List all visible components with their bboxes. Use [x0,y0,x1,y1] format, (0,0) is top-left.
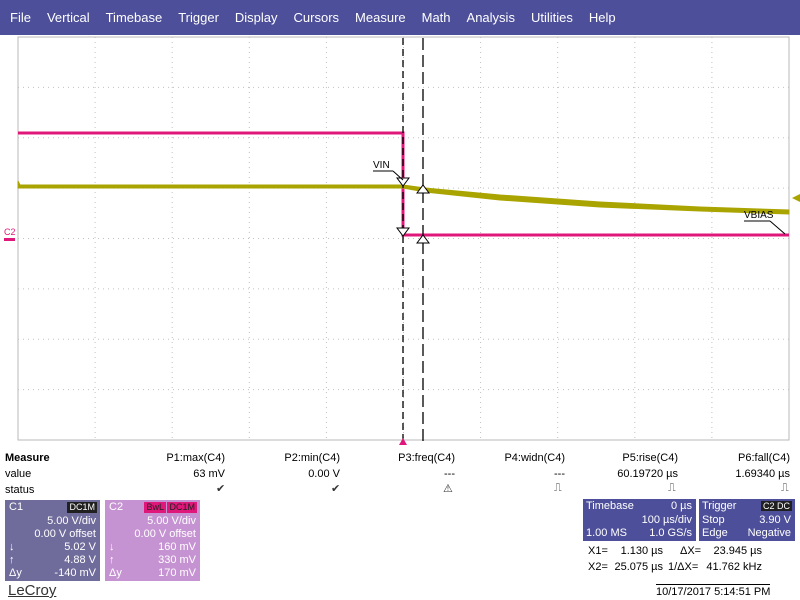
timebase-rate: 1.0 GS/s [649,527,692,539]
menu-math[interactable]: Math [421,10,451,25]
menu-utilities[interactable]: Utilities [530,10,573,25]
vin-leader-diag [392,170,404,181]
p2-value: 0.00 V [308,468,340,480]
waveform-display[interactable]: C2 VIN VBIAS [0,35,800,445]
menu-cursors[interactable]: Cursors [293,10,340,25]
timebase-descriptor[interactable]: Timebase 0 µs 100 µs/div 1.00 MS 1.0 GS/… [583,499,696,541]
check-icon: ✔ [331,483,341,495]
p5-value: 60.19720 µs [617,468,678,480]
down-arrow-icon: ↓ [9,541,15,553]
menu-analysis[interactable]: Analysis [466,10,515,25]
channel2-descriptor[interactable]: C2 BwL DC1M 5.00 V/div 0.00 V offset ↓ 1… [105,500,200,581]
c1-offset-marker [792,194,800,202]
check-icon: ✔ [216,483,226,495]
p4-value: --- [554,468,565,480]
pulse-icon: ⎍ [781,482,789,494]
warning-icon: ⚠ [443,483,453,495]
trigger-type: Edge [702,527,728,539]
cursor-x2-label: X2= [588,561,608,573]
p2-name[interactable]: P2:min(C4) [284,452,340,464]
measure-status-label: status [5,484,35,496]
channel1-trace [17,180,790,215]
c1-coupling-tag: DC1M [67,502,97,513]
menu-trigger[interactable]: Trigger [178,10,219,25]
p3-name[interactable]: P3:freq(C4) [398,452,455,464]
c1-label: C1 [9,501,24,513]
cursor-dx-value: 23.945 µs [713,545,762,557]
c2-bwl-tag: BwL [144,502,166,513]
c2-down-value: 160 mV [158,541,196,553]
c2-up-value: 330 mV [158,554,196,566]
trigger-slope: Negative [747,527,791,539]
c2-ground-marker: C2 [4,227,16,237]
timebase-samples: 1.00 MS [586,527,627,539]
c2-vdiv: 5.00 V/div [147,515,196,527]
cursor-inv-dx-value: 41.762 kHz [706,561,762,573]
c2-dy-label: Δy [109,567,122,579]
p4-name[interactable]: P4:widn(C4) [504,452,565,464]
p1-value: 63 mV [193,468,225,480]
c2-label: C2 [109,501,124,513]
vin-label: VIN [373,160,390,171]
menu-timebase[interactable]: Timebase [105,10,163,25]
cursor-x1-label: X1= [588,545,608,557]
cursor-x2-value: 25.075 µs [614,561,663,573]
timebase-div: 100 µs/div [641,514,692,526]
p5-name[interactable]: P5:rise(C4) [622,452,678,464]
trigger-source-tag: C2 DC [760,501,792,511]
p6-name[interactable]: P6:fall(C4) [738,452,790,464]
vbias-label: VBIAS [744,210,774,221]
lecroy-logo: LeCroy [8,582,57,599]
timebase-delay: 0 µs [670,500,692,512]
trigger-mode: Stop [702,514,725,526]
c2-offset: 0.00 V offset [134,528,196,540]
p6-value: 1.69340 µs [735,468,790,480]
trigger-level: 3.90 V [759,514,791,526]
p3-value: --- [444,468,455,480]
measure-value-label: value [5,468,32,480]
down-arrow-icon: ↓ [109,541,115,553]
c1-vdiv: 5.00 V/div [47,515,96,527]
trigger-position-marker [399,438,407,445]
channel1-descriptor[interactable]: C1 DC1M 5.00 V/div 0.00 V offset ↓ 5.02 … [5,500,100,581]
c1-dy-label: Δy [9,567,22,579]
cursor-inv-dx-label: 1/ΔX= [668,561,699,573]
up-arrow-icon: ↑ [9,554,15,566]
c2-dy-value: 170 mV [158,567,196,579]
menu-display[interactable]: Display [234,10,278,25]
timebase-title: Timebase [586,500,634,512]
c2-ground-arrow [4,238,15,241]
menu-vertical[interactable]: Vertical [46,10,90,25]
pulse-icon: ⎍ [668,482,676,494]
cursor-x1-value: 1.130 µs [620,545,663,557]
c1-down-value: 5.02 V [64,541,96,553]
c1-up-value: 4.88 V [64,554,96,566]
c1-offset: 0.00 V offset [34,528,96,540]
pulse-icon: ⎍ [554,482,562,494]
cursor-dx-label: ΔX= [680,545,702,557]
cursor-arrow-icon [396,177,430,244]
menu-help[interactable]: Help [588,10,616,25]
c1-dy-value: -140 mV [54,567,96,579]
vbias-leader-diag [769,220,786,235]
trigger-descriptor[interactable]: Trigger C2 DC Stop 3.90 V Edge Negative [699,499,795,541]
measure-title: Measure [5,452,50,464]
p1-name[interactable]: P1:max(C4) [166,452,225,464]
c2-coupling-tag: DC1M [167,502,197,513]
menu-measure[interactable]: Measure [355,10,406,25]
date-time: 10/17/2017 5:14:51 PM [656,584,771,598]
menu-bar: File Vertical Timebase Trigger Display C… [0,0,800,35]
up-arrow-icon: ↑ [109,554,115,566]
menu-file[interactable]: File [10,10,31,25]
trigger-title: Trigger [702,500,737,512]
